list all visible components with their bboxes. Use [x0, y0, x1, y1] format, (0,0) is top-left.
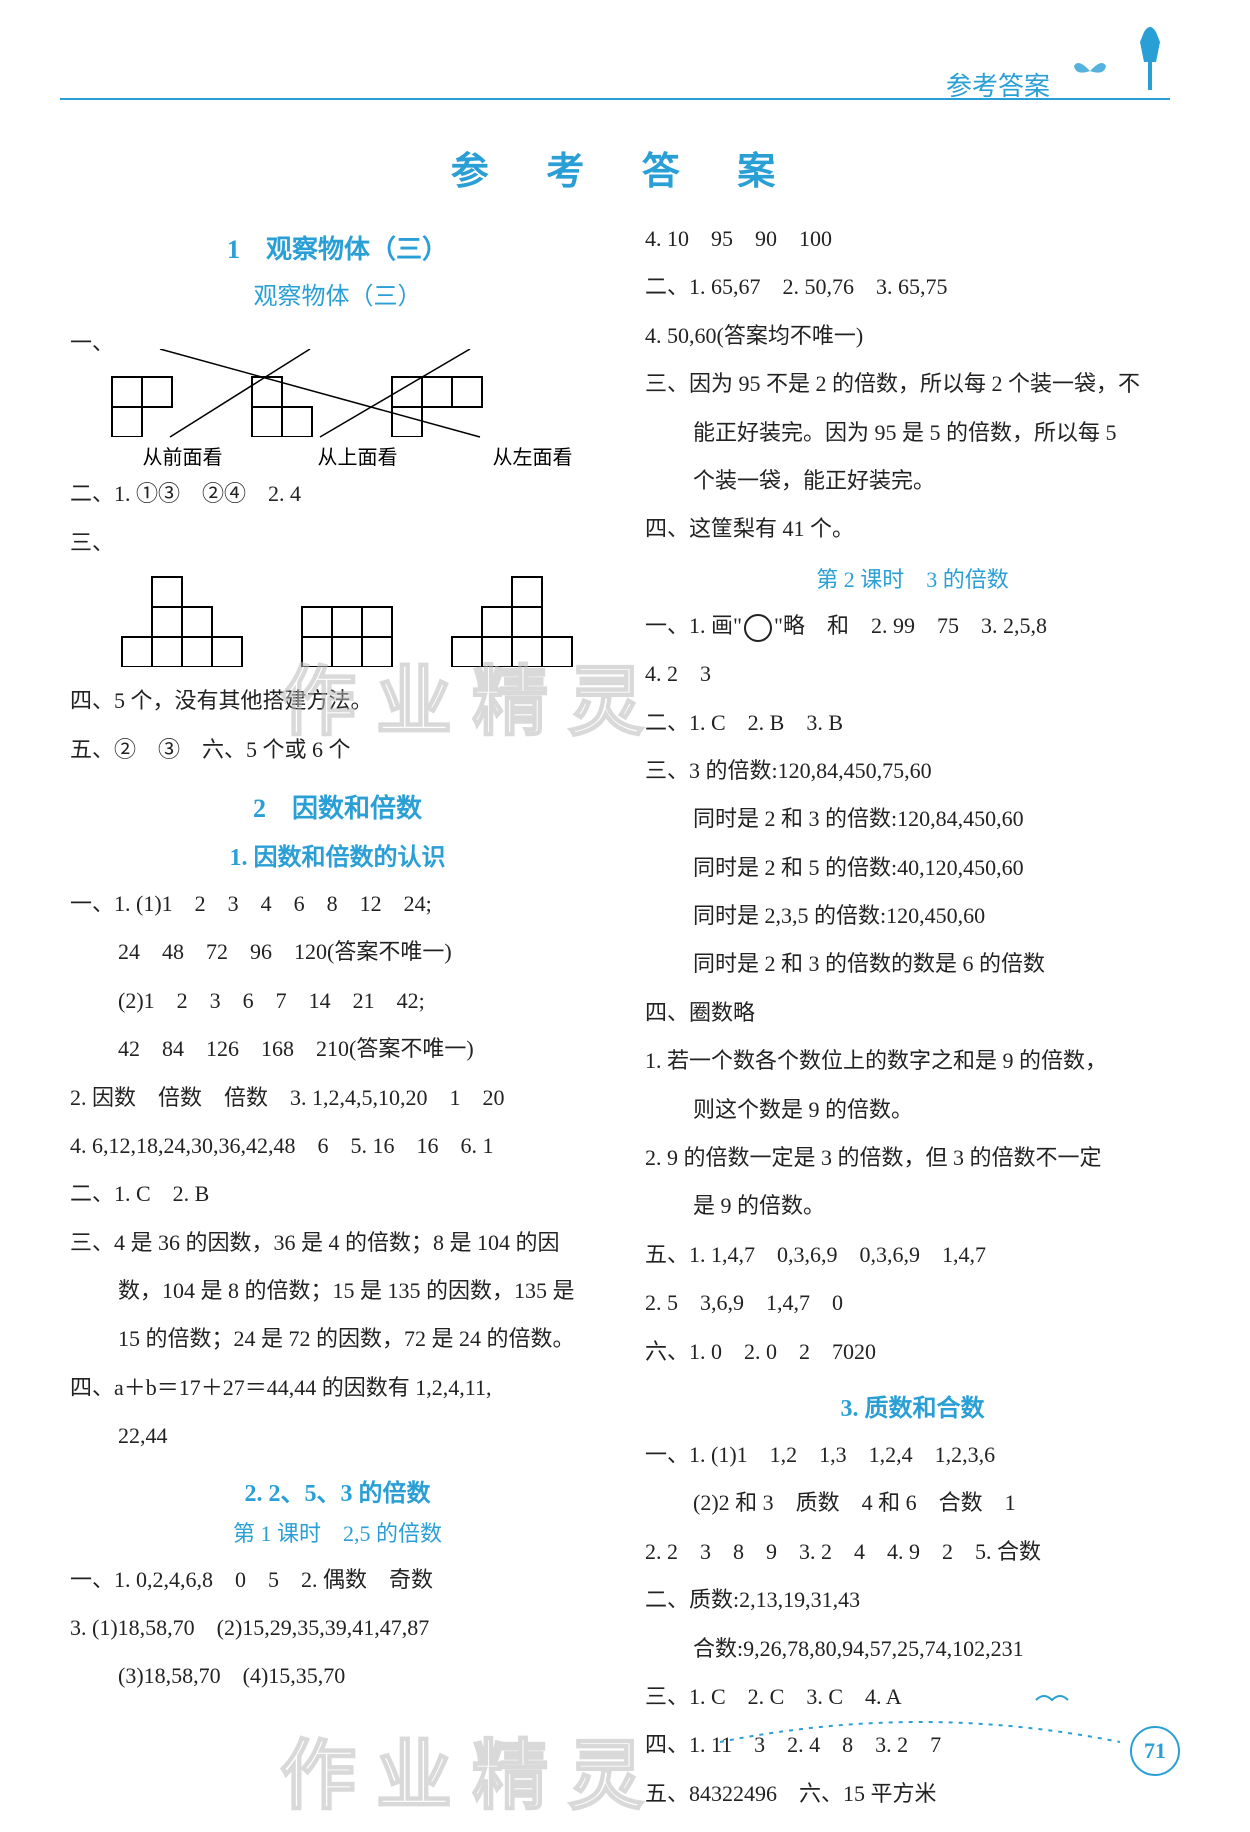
r2-l2: 4. 2 3	[645, 650, 1180, 698]
s3-l2: 3. (1)18,58,70 (2)15,29,35,39,41,47,87	[70, 1604, 605, 1652]
section-2-sub1: 1. 因数和倍数的认识	[70, 837, 605, 872]
s2-l4: 42 84 126 168 210(答案不唯一)	[70, 1025, 605, 1073]
s3r-l2: (2)2 和 3 质数 4 和 6 合数 1	[645, 1479, 1180, 1527]
r2-l8: 同时是 2 和 3 的倍数的数是 6 的倍数	[645, 940, 1180, 988]
r-l3: 4. 50,60(答案均不唯一)	[645, 312, 1180, 360]
s3r-l5: 合数:9,26,78,80,94,57,25,74,102,231	[645, 1625, 1180, 1673]
r2-l16: 六、1. 0 2. 0 2 7020	[645, 1328, 1180, 1376]
r-l1: 4. 10 95 90 100	[645, 215, 1180, 263]
s3-l3: (3)18,58,70 (4)15,35,70	[70, 1652, 605, 1700]
main-title: 参 考 答 案	[0, 140, 1250, 195]
right-column: 4. 10 95 90 100 二、1. 65,67 2. 50,76 3. 6…	[645, 215, 1180, 1818]
lamp-icon	[1130, 22, 1170, 92]
r2-l12: 2. 9 的倍数一定是 3 的倍数，但 3 的倍数不一定	[645, 1134, 1180, 1182]
r-l6: 个装一袋，能正好装完。	[645, 457, 1180, 505]
shape-labels: 从前面看 从上面看 从左面看	[110, 441, 605, 470]
header-label: 参考答案	[946, 66, 1050, 103]
section-3-title: 3. 质数和合数	[645, 1388, 1180, 1423]
left-column: 1 观察物体（三） 观察物体（三） 一、	[70, 215, 605, 1818]
shape-5	[300, 575, 400, 667]
r-l5: 能正好装完。因为 95 是 5 的倍数，所以每 5	[645, 409, 1180, 457]
r-l7: 四、这筐梨有 41 个。	[645, 505, 1180, 553]
dotted-curve-icon	[720, 1712, 1120, 1752]
section-2-sub2: 2. 2、5、3 的倍数	[70, 1473, 605, 1508]
section-2-title: 2 因数和倍数	[70, 788, 605, 825]
butterfly-icon	[1070, 56, 1110, 86]
s3-l1: 一、1. 0,2,4,6,8 0 5 2. 偶数 奇数	[70, 1556, 605, 1604]
section-1-sub: 观察物体（三）	[70, 276, 605, 311]
r2-l9: 四、圈数略	[645, 989, 1180, 1037]
shape-4	[120, 575, 250, 667]
s3r-l4: 二、质数:2,13,19,31,43	[645, 1576, 1180, 1624]
s2-l10: 15 的倍数；24 是 72 的因数，72 是 24 的倍数。	[70, 1315, 605, 1363]
r2-l11: 则这个数是 9 的倍数。	[645, 1086, 1180, 1134]
circle-icon	[744, 614, 772, 642]
s3r-l1: 一、1. (1)1 1,2 1,3 1,2,4 1,2,3,6	[645, 1431, 1180, 1479]
label-top: 从上面看	[285, 441, 430, 470]
label-left: 从左面看	[460, 441, 605, 470]
s2-l12: 22,44	[70, 1412, 605, 1460]
s3r-l3: 2. 2 3 8 9 3. 2 4 4. 9 2 5. 合数	[645, 1528, 1180, 1576]
s2-l1: 一、1. (1)1 2 3 4 6 8 12 24;	[70, 880, 605, 928]
page-header: 参考答案	[0, 0, 1250, 110]
lesson-2-title: 第 2 课时 3 的倍数	[645, 562, 1180, 594]
label-front: 从前面看	[110, 441, 255, 470]
s2-l3: (2)1 2 3 6 7 14 21 42;	[70, 977, 605, 1025]
left-l2: 二、1. ①③ ②④ 2. 4	[70, 470, 605, 518]
bird-icon	[1034, 1688, 1070, 1712]
content-columns: 1 观察物体（三） 观察物体（三） 一、	[0, 215, 1250, 1818]
r2-l15: 2. 5 3,6,9 1,4,7 0	[645, 1279, 1180, 1327]
r2-l10: 1. 若一个数各个数位上的数字之和是 9 的倍数，	[645, 1037, 1180, 1085]
shape-6	[450, 575, 580, 667]
left-l4: 四、5 个，没有其他搭建方法。	[70, 677, 605, 725]
s2-l6: 4. 6,12,18,24,30,36,42,48 6 5. 16 16 6. …	[70, 1122, 605, 1170]
r2-l4: 三、3 的倍数:120,84,450,75,60	[645, 747, 1180, 795]
r2-l13: 是 9 的倍数。	[645, 1182, 1180, 1230]
left-l5: 五、② ③ 六、5 个或 6 个	[70, 726, 605, 774]
s2-l8: 三、4 是 36 的因数，36 是 4 的倍数；8 是 104 的因	[70, 1219, 605, 1267]
section-1-title: 1 观察物体（三）	[70, 229, 605, 266]
page-number: 71	[1130, 1726, 1180, 1776]
s3r-l8: 五、84322496 六、15 平方米	[645, 1770, 1180, 1818]
r2-l14: 五、1. 1,4,7 0,3,6,9 0,3,6,9 1,4,7	[645, 1231, 1180, 1279]
r2-l1: 一、1. 画""略 和 2. 99 75 3. 2,5,8	[645, 602, 1180, 650]
shapes-row-2	[120, 575, 605, 667]
r2-l5: 同时是 2 和 3 的倍数:120,84,450,60	[645, 795, 1180, 843]
s2-l9: 数，104 是 8 的倍数；15 是 135 的因数，135 是	[70, 1267, 605, 1315]
r2-l3: 二、1. C 2. B 3. B	[645, 699, 1180, 747]
left-l3: 三、	[70, 519, 605, 567]
s2-l11: 四、a＋b＝17＋27＝44,44 的因数有 1,2,4,11,	[70, 1364, 605, 1412]
s2-l5: 2. 因数 倍数 倍数 3. 1,2,4,5,10,20 1 20	[70, 1074, 605, 1122]
r2-l6: 同时是 2 和 5 的倍数:40,120,450,60	[645, 844, 1180, 892]
lesson-1-title: 第 1 课时 2,5 的倍数	[70, 1516, 605, 1548]
r-l2: 二、1. 65,67 2. 50,76 3. 65,75	[645, 263, 1180, 311]
r-l4: 三、因为 95 不是 2 的倍数，所以每 2 个装一袋，不	[645, 360, 1180, 408]
s2-l7: 二、1. C 2. B	[70, 1170, 605, 1218]
r2-l7: 同时是 2,3,5 的倍数:120,450,60	[645, 892, 1180, 940]
s2-l2: 24 48 72 96 120(答案不唯一)	[70, 928, 605, 976]
